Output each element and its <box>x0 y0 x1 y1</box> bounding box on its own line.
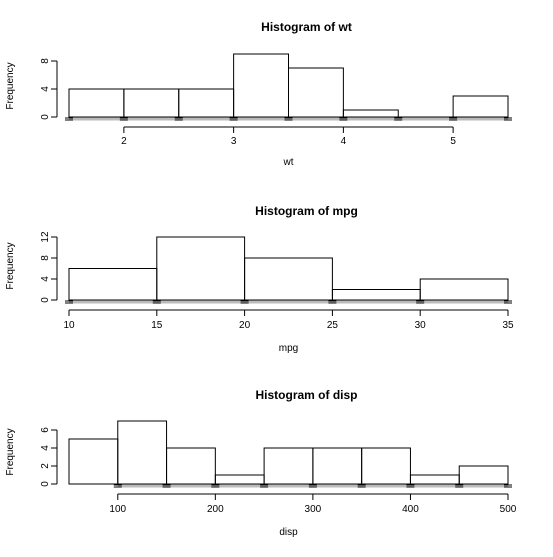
y-axis-label: Frequency <box>5 62 16 109</box>
histogram-bar <box>178 88 235 118</box>
x-tick-label: 2 <box>121 136 127 147</box>
y-axis-label: Frequency <box>5 428 16 475</box>
histogram-bar <box>117 420 168 485</box>
x-axis-label: mpg <box>279 343 298 354</box>
histogram-bar <box>312 447 363 485</box>
y-tick-label: 2 <box>40 463 51 469</box>
x-tick-label: 200 <box>207 504 224 515</box>
histogram-bar <box>331 289 421 301</box>
histogram-bar <box>68 268 158 301</box>
x-tick-label: 500 <box>500 504 517 515</box>
x-tick-label: 35 <box>502 320 514 331</box>
x-tick-label: 400 <box>402 504 419 515</box>
y-tick-label: 4 <box>40 86 51 92</box>
x-tick-label: 4 <box>341 136 347 147</box>
x-tick-label: 15 <box>151 320 163 331</box>
chart-title: Histogram of wt <box>261 20 352 34</box>
x-tick-label: 20 <box>239 320 251 331</box>
x-axis-label: wt <box>283 157 294 168</box>
histogram-bar <box>123 88 180 118</box>
histogram-bar <box>244 257 333 301</box>
y-tick-label: 0 <box>40 114 51 120</box>
histogram-bar <box>68 438 119 485</box>
x-tick-label: 30 <box>415 320 427 331</box>
y-tick-label: 12 <box>40 231 51 243</box>
histogram-bar <box>342 109 399 118</box>
y-tick-label: 4 <box>40 276 51 282</box>
y-tick-label: 4 <box>40 445 51 451</box>
x-tick-label: 3 <box>231 136 237 147</box>
histogram-bar <box>288 67 344 118</box>
histogram-bar <box>452 95 509 118</box>
y-tick-label: 6 <box>40 427 51 433</box>
histogram-bar <box>419 278 509 301</box>
histogram-bar <box>233 53 289 118</box>
histogram-bar <box>156 236 246 301</box>
x-axis-label: disp <box>279 527 298 538</box>
y-tick-label: 0 <box>40 481 51 487</box>
x-tick-label: 100 <box>109 504 126 515</box>
x-tick-label: 25 <box>327 320 339 331</box>
y-axis-label: Frequency <box>5 242 16 289</box>
y-tick-label: 0 <box>40 297 51 303</box>
x-tick-label: 300 <box>305 504 322 515</box>
y-tick-label: 8 <box>40 58 51 64</box>
histogram-bar <box>263 447 314 485</box>
y-tick-label: 8 <box>40 255 51 261</box>
histogram-bar <box>361 447 411 485</box>
histogram-bar <box>166 447 216 485</box>
histogram-bar <box>214 474 265 485</box>
histogram-bar <box>409 474 460 485</box>
chart-title: Histogram of disp <box>255 388 357 402</box>
chart-title: Histogram of mpg <box>255 204 358 218</box>
histogram-bar <box>458 465 509 485</box>
x-tick-label: 10 <box>63 320 75 331</box>
histogram-bar <box>68 88 125 118</box>
x-tick-label: 5 <box>450 136 456 147</box>
